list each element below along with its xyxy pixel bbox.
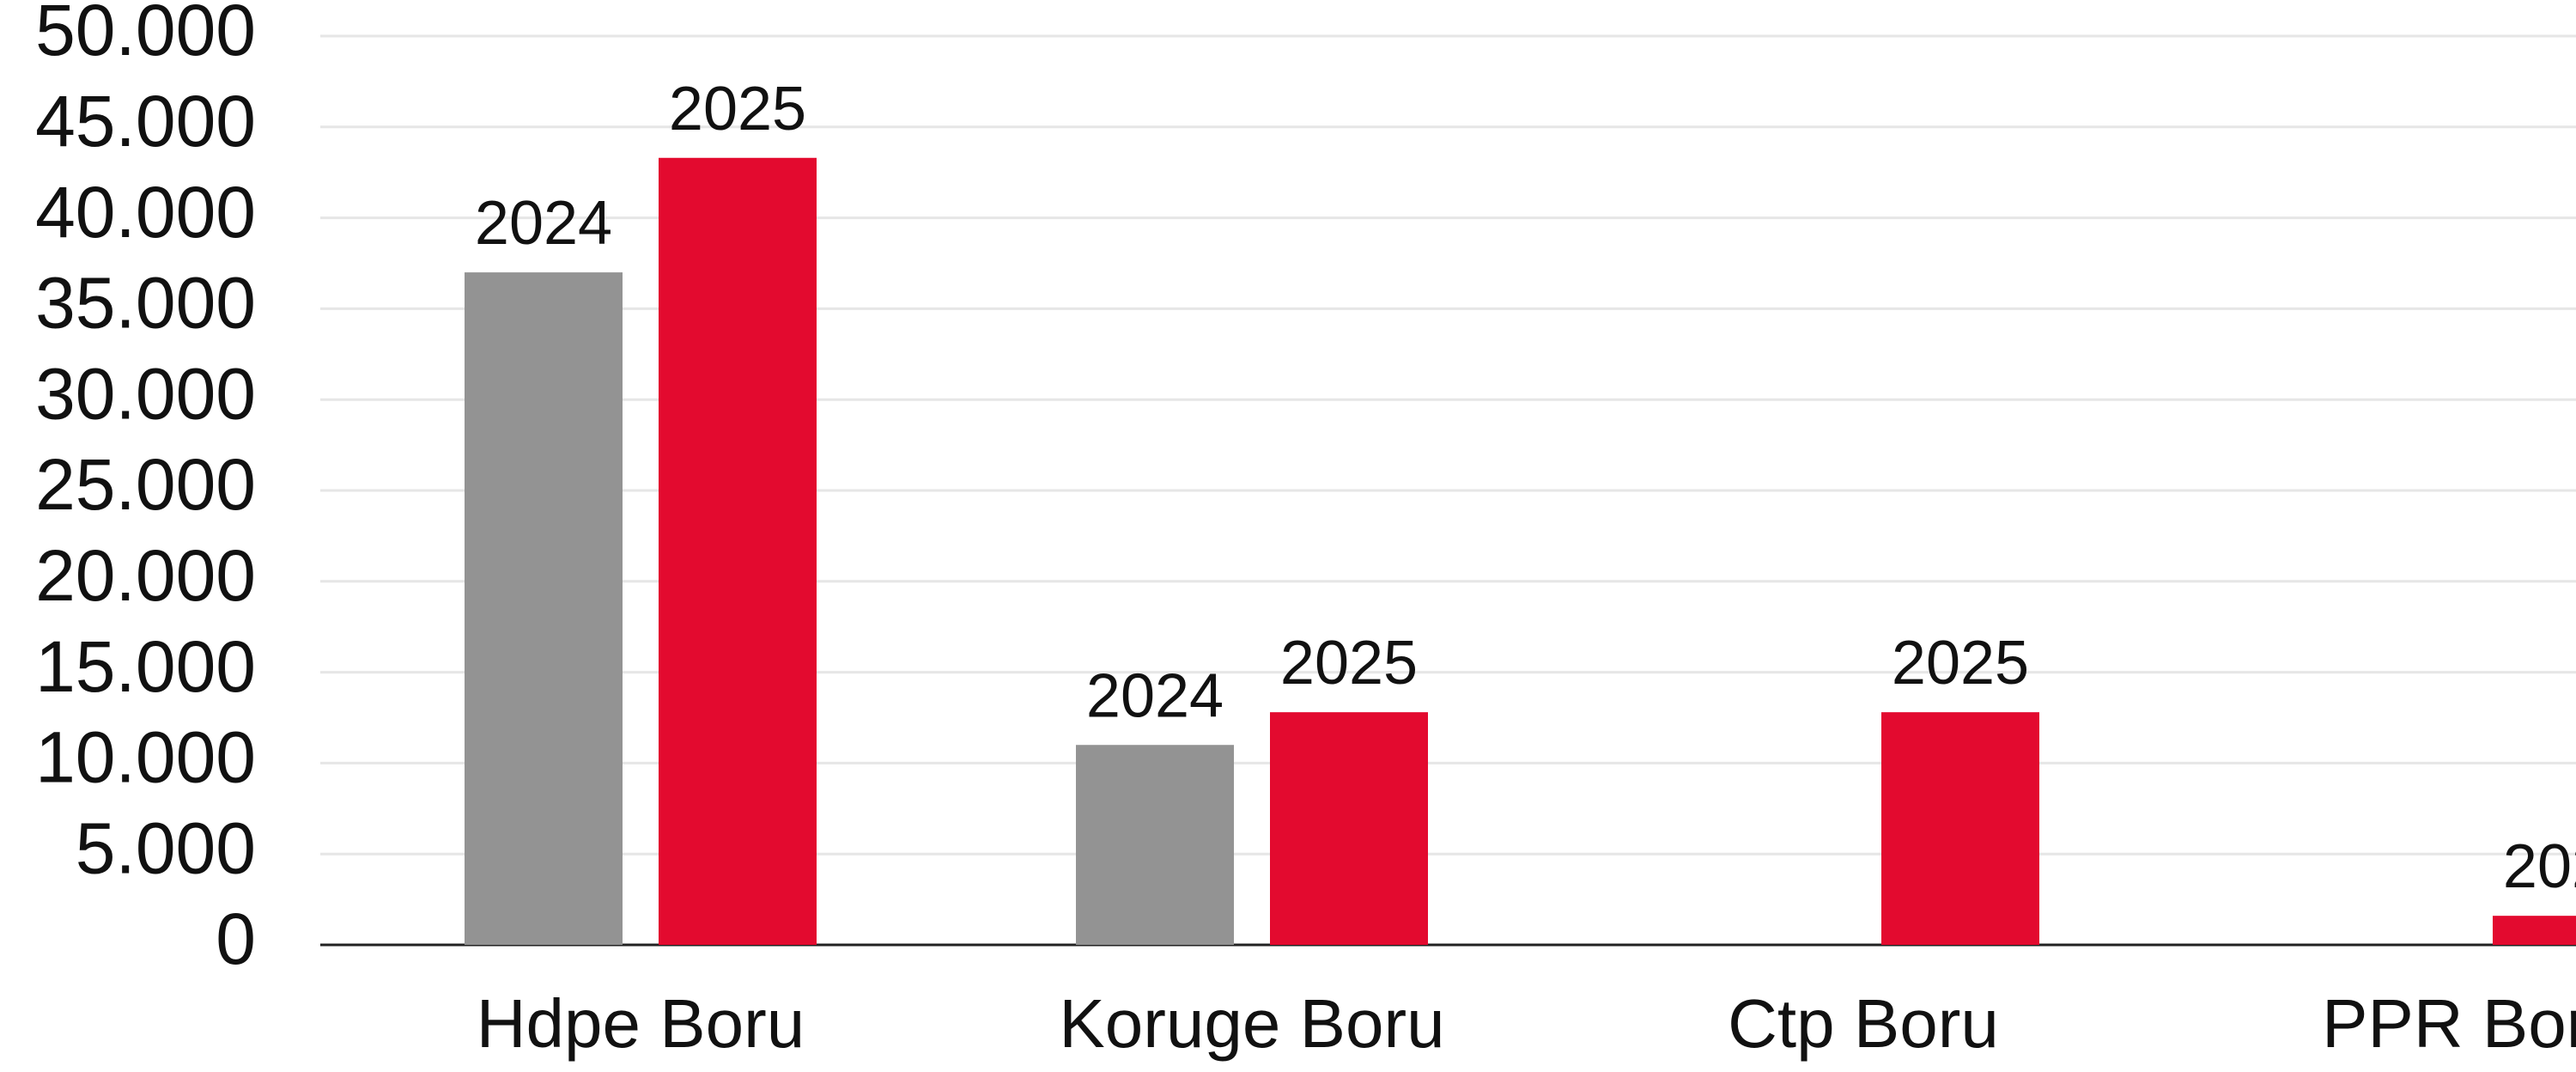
bar	[465, 272, 623, 946]
data-label: 2025	[2503, 832, 2576, 901]
y-tick-label: 45.000	[35, 81, 256, 161]
y-tick-label: 25.000	[35, 444, 256, 525]
y-tick-label: 0	[216, 898, 256, 979]
y-tick-label: 15.000	[35, 626, 256, 707]
data-label: 2025	[669, 75, 806, 143]
y-tick-label: 20.000	[35, 535, 256, 616]
data-label: 2024	[475, 189, 612, 258]
y-tick-label: 35.000	[35, 263, 256, 344]
y-tick-label: 40.000	[35, 172, 256, 253]
y-tick-label: 50.000	[35, 0, 256, 70]
bar	[659, 157, 817, 946]
bar	[2493, 916, 2576, 945]
bar	[1076, 745, 1234, 945]
x-tick-label: Ctp Boru	[1728, 985, 1999, 1062]
data-label: 2025	[1892, 629, 2029, 697]
x-tick-label: PPR Boru	[2322, 985, 2576, 1062]
y-tick-label: 30.000	[35, 353, 256, 434]
bar	[1881, 712, 2039, 945]
data-label: 2025	[1280, 629, 1418, 697]
y-tick-label: 5.000	[76, 807, 256, 888]
y-tick-label: 10.000	[35, 717, 256, 798]
x-tick-label: Koruge Boru	[1059, 985, 1444, 1062]
bar	[1270, 712, 1428, 945]
x-tick-label: Hdpe Boru	[477, 985, 805, 1062]
data-label: 2024	[1086, 661, 1224, 730]
